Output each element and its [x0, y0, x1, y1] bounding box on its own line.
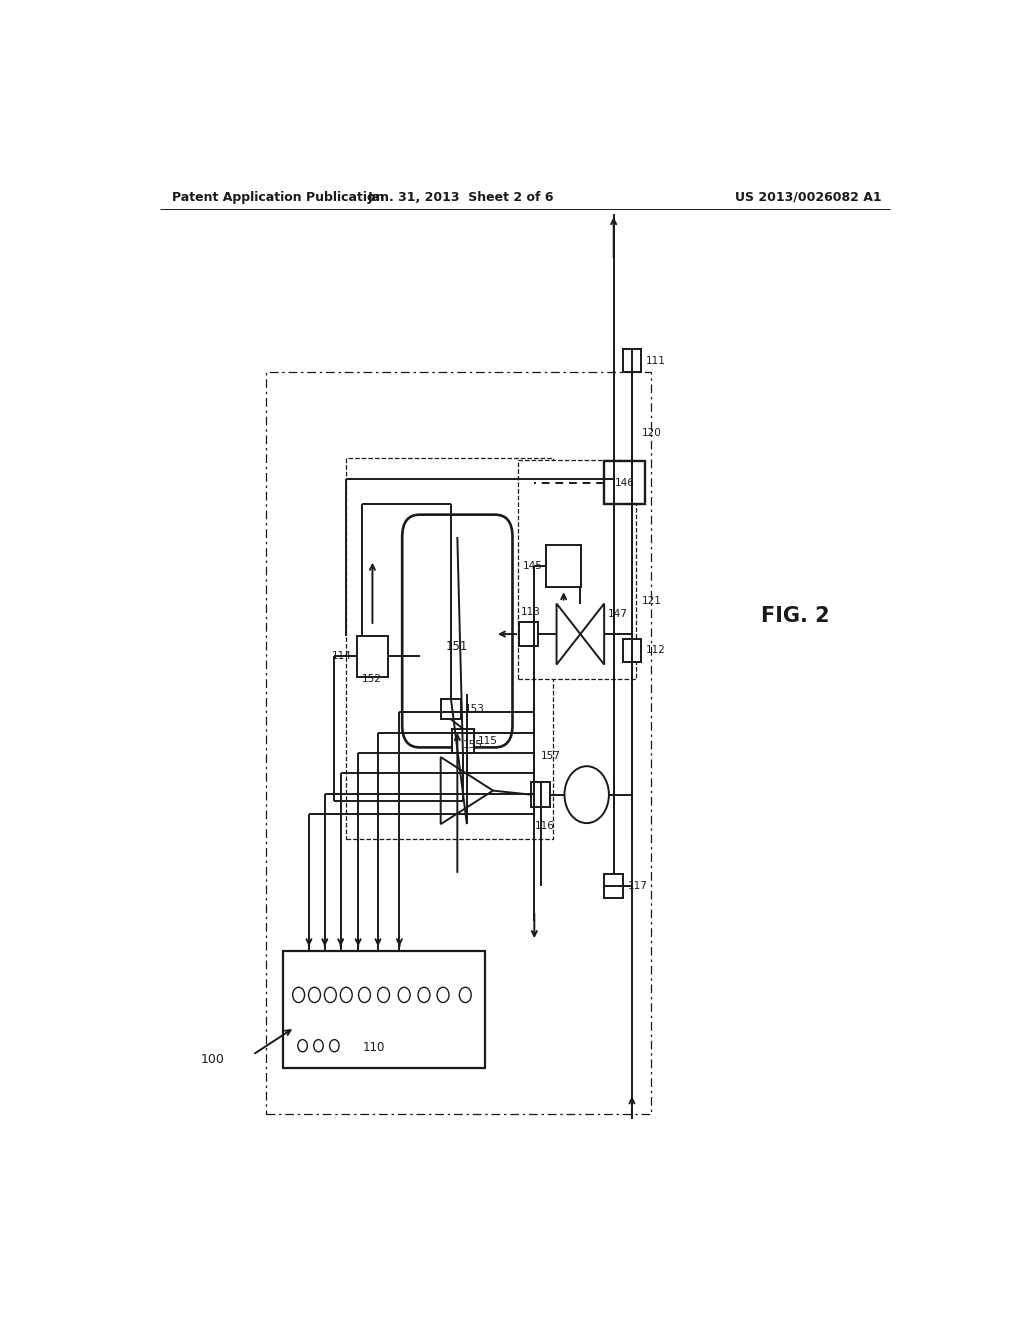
Text: 147: 147: [608, 609, 628, 619]
Text: FIG. 2: FIG. 2: [761, 606, 829, 626]
FancyBboxPatch shape: [402, 515, 512, 747]
Text: 145: 145: [522, 561, 543, 572]
Text: 115: 115: [478, 735, 498, 746]
Text: 153: 153: [465, 705, 484, 714]
Bar: [519, 622, 539, 647]
Text: 114: 114: [332, 652, 352, 661]
Text: 111: 111: [645, 355, 666, 366]
Text: 155: 155: [463, 741, 482, 750]
Text: 116: 116: [535, 821, 554, 832]
Bar: [604, 874, 624, 899]
Text: 152: 152: [362, 673, 382, 684]
Text: US 2013/0026082 A1: US 2013/0026082 A1: [735, 190, 882, 203]
Bar: [266, 372, 651, 1114]
Bar: [531, 783, 550, 807]
Bar: [624, 639, 641, 661]
Text: 113: 113: [521, 607, 541, 616]
Bar: [546, 545, 582, 587]
Text: 151: 151: [446, 640, 469, 653]
Text: 112: 112: [645, 645, 666, 655]
Text: 121: 121: [641, 595, 662, 606]
Text: 110: 110: [362, 1041, 385, 1055]
Bar: [346, 458, 553, 840]
Text: 120: 120: [641, 428, 662, 438]
Text: 146: 146: [614, 478, 635, 487]
Text: 117: 117: [628, 882, 648, 891]
Text: Jan. 31, 2013  Sheet 2 of 6: Jan. 31, 2013 Sheet 2 of 6: [368, 190, 555, 203]
Bar: [604, 461, 645, 504]
Text: 157: 157: [541, 751, 560, 762]
Bar: [624, 350, 641, 372]
Bar: [356, 636, 388, 677]
Text: 100: 100: [201, 1053, 225, 1067]
Bar: [452, 729, 474, 752]
Bar: [518, 461, 636, 678]
Bar: [283, 952, 485, 1068]
Bar: [441, 700, 461, 719]
Text: Patent Application Publication: Patent Application Publication: [172, 190, 384, 203]
